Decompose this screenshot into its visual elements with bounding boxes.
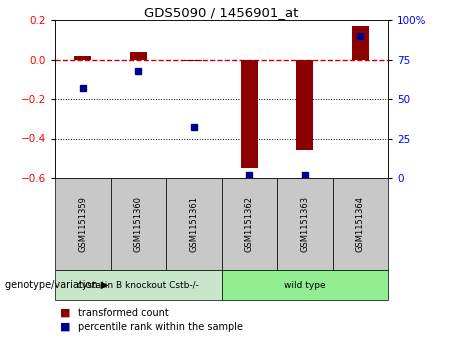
Text: GSM1151360: GSM1151360 xyxy=(134,196,143,252)
Bar xyxy=(241,60,258,168)
Text: genotype/variation ▶: genotype/variation ▶ xyxy=(5,280,108,290)
Text: ■: ■ xyxy=(59,322,70,332)
Bar xyxy=(74,56,91,60)
Bar xyxy=(130,52,147,60)
Text: wild type: wild type xyxy=(284,281,325,290)
Bar xyxy=(185,60,202,61)
Title: GDS5090 / 1456901_at: GDS5090 / 1456901_at xyxy=(144,6,299,19)
Text: GSM1151363: GSM1151363 xyxy=(300,196,309,252)
Bar xyxy=(296,60,313,150)
Text: GSM1151362: GSM1151362 xyxy=(245,196,254,252)
Bar xyxy=(352,26,369,60)
Text: cystatin B knockout Cstb-/-: cystatin B knockout Cstb-/- xyxy=(77,281,199,290)
Text: GSM1151359: GSM1151359 xyxy=(78,196,87,252)
Text: percentile rank within the sample: percentile rank within the sample xyxy=(78,322,243,332)
Text: ■: ■ xyxy=(59,308,70,318)
Text: transformed count: transformed count xyxy=(78,308,169,318)
Text: GSM1151364: GSM1151364 xyxy=(356,196,365,252)
Text: GSM1151361: GSM1151361 xyxy=(189,196,198,252)
